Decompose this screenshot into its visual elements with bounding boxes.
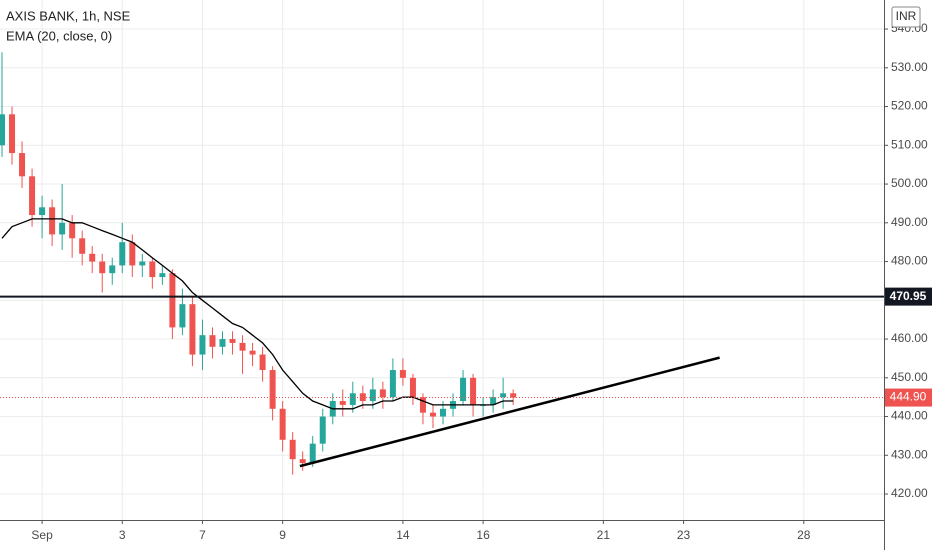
candle-body bbox=[49, 207, 56, 235]
candle-body bbox=[159, 273, 166, 278]
candle-body bbox=[349, 393, 356, 405]
candle-body bbox=[399, 370, 406, 378]
candle-body bbox=[319, 416, 326, 444]
chart-title: AXIS BANK, 1h, NSE bbox=[6, 8, 131, 23]
candle-body bbox=[29, 176, 36, 216]
candle-body bbox=[19, 153, 26, 177]
candle-body bbox=[299, 459, 306, 464]
y-tick-label: 420.00 bbox=[891, 486, 928, 500]
candle-body bbox=[510, 393, 517, 398]
candle-body bbox=[0, 114, 6, 146]
candle-body bbox=[279, 408, 286, 440]
candle-body bbox=[239, 342, 246, 351]
candle-body bbox=[500, 393, 507, 398]
candle-body bbox=[139, 261, 146, 266]
y-tick-label: 510.00 bbox=[891, 137, 928, 151]
candle-body bbox=[229, 339, 236, 343]
ema-line bbox=[1, 218, 514, 410]
y-tick-label: 480.00 bbox=[891, 254, 928, 268]
candle-body bbox=[379, 389, 386, 398]
candle-body bbox=[429, 412, 436, 417]
candle-body bbox=[309, 443, 316, 464]
candle-body bbox=[369, 389, 376, 402]
x-tick-label: Sep bbox=[31, 528, 53, 542]
y-tick-label: 450.00 bbox=[891, 370, 928, 384]
x-tick-label: 3 bbox=[119, 528, 126, 542]
candle-body bbox=[259, 354, 266, 371]
y-tick-label: 520.00 bbox=[891, 99, 928, 113]
resistance-label: 470.95 bbox=[890, 289, 927, 303]
candle-body bbox=[389, 370, 396, 398]
candle-body bbox=[39, 207, 46, 216]
candle-body bbox=[189, 304, 196, 355]
currency-label: INR bbox=[896, 9, 917, 23]
currency-box bbox=[891, 6, 921, 28]
candle-body bbox=[409, 377, 416, 398]
candle-body bbox=[149, 261, 156, 278]
grid bbox=[0, 0, 884, 520]
y-tick-label: 430.00 bbox=[891, 447, 928, 461]
candle-body bbox=[490, 397, 497, 405]
candle-body bbox=[79, 238, 86, 254]
candle-body bbox=[460, 377, 467, 402]
last-price-box bbox=[885, 388, 932, 407]
axes: 420.00430.00440.00450.00460.00470.00480.… bbox=[31, 21, 932, 542]
candle-body bbox=[69, 222, 76, 239]
candle-body bbox=[179, 304, 186, 328]
x-tick-label: 9 bbox=[279, 528, 286, 542]
y-tick-label: 530.00 bbox=[891, 60, 928, 74]
candle-body bbox=[129, 242, 136, 266]
candle-body bbox=[59, 222, 66, 235]
candle-body bbox=[9, 114, 16, 154]
candle-body bbox=[119, 242, 126, 266]
x-tick-label: 16 bbox=[476, 528, 490, 542]
y-tick-label: 490.00 bbox=[891, 215, 928, 229]
candle-body bbox=[99, 261, 106, 274]
y-tick-label: 440.00 bbox=[891, 409, 928, 423]
candle-body bbox=[359, 393, 366, 402]
candle-body bbox=[269, 370, 276, 409]
plot bbox=[0, 52, 884, 475]
x-tick-label: 23 bbox=[677, 528, 691, 542]
y-tick-label: 460.00 bbox=[891, 331, 928, 345]
last-price-label: 444.90 bbox=[890, 390, 927, 404]
candle-body bbox=[109, 265, 116, 274]
x-tick-label: 21 bbox=[597, 528, 611, 542]
candle-body bbox=[249, 350, 256, 355]
x-tick-label: 14 bbox=[396, 528, 410, 542]
indicator-label: EMA (20, close, 0) bbox=[6, 28, 112, 43]
candle-body bbox=[209, 335, 216, 347]
x-tick-label: 28 bbox=[797, 528, 811, 542]
trendline bbox=[299, 356, 720, 468]
resistance-label-box bbox=[885, 287, 932, 306]
x-tick-label: 7 bbox=[199, 528, 206, 542]
candle-body bbox=[169, 273, 176, 328]
candle-body bbox=[89, 253, 96, 262]
candle-body bbox=[440, 408, 447, 417]
candle-body bbox=[199, 335, 206, 355]
candle-body bbox=[339, 401, 346, 405]
y-tick-label: 500.00 bbox=[891, 176, 928, 190]
candle-body bbox=[419, 397, 426, 413]
candle-body bbox=[289, 439, 296, 460]
candle-body bbox=[470, 377, 477, 405]
candle-body bbox=[219, 339, 226, 347]
